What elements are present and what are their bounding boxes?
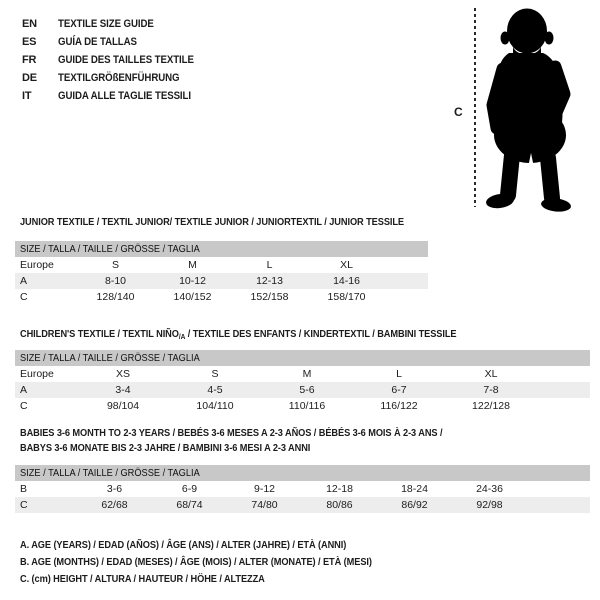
table-cell: 122/128 xyxy=(472,400,510,412)
table-cell: 62/68 xyxy=(101,499,128,511)
legend: A. AGE (YEARS) / EDAD (AÑOS) / ÂGE (ANS)… xyxy=(20,537,420,588)
language-row-es: ES GUÍA DE TALLAS xyxy=(22,33,212,51)
size-bar: SIZE / TALLA / TAILLE / GRÖSSE / TAGLIA xyxy=(15,350,590,366)
table-row-europe: Europe S M L XL xyxy=(15,257,428,273)
row-label: A xyxy=(20,384,28,396)
section-heading-line: JUNIOR TEXTILE / TEXTIL JUNIOR/ TEXTILE … xyxy=(20,216,405,228)
table-row-c: C 128/140 140/152 152/158 158/170 xyxy=(15,289,428,305)
table-cell: L xyxy=(266,259,273,271)
table-cell: 128/140 xyxy=(96,291,135,303)
table-cell: M xyxy=(302,368,312,380)
table-cell: L xyxy=(396,368,402,380)
table-cell: 10-12 xyxy=(179,275,206,287)
table-cell: 12-18 xyxy=(326,483,353,495)
section-heading-line: CHILDREN'S TEXTILE / TEXTIL NIÑO/A / TEX… xyxy=(20,327,457,342)
table-row-b: B 3-6 6-9 9-12 12-18 18-24 24-36 xyxy=(15,481,590,497)
table-row-europe: Europe XS S M L XL xyxy=(15,366,590,382)
size-bar: SIZE / TALLA / TAILLE / GRÖSSE / TAGLIA xyxy=(15,465,590,481)
language-title: TEXTILGRÖßENFÜHRUNG xyxy=(58,72,180,84)
table-cell: 80/86 xyxy=(326,499,353,511)
table-cell: 24-36 xyxy=(476,483,503,495)
language-code: EN xyxy=(22,18,37,30)
table-cell: 6-7 xyxy=(391,384,407,396)
row-label: Europe xyxy=(20,259,54,271)
row-label: Europe xyxy=(20,368,54,380)
table-cell: XL xyxy=(484,368,498,380)
heading-text: / TEXTILE DES ENFANTS / KINDERTEXTIL / B… xyxy=(185,328,457,340)
legend-line-a: A. AGE (YEARS) / EDAD (AÑOS) / ÂGE (ANS)… xyxy=(20,539,347,551)
language-title: GUIDA ALLE TAGLIE TESSILI xyxy=(58,90,191,102)
table-cell: 110/116 xyxy=(288,400,326,412)
heading-text: CHILDREN'S TEXTILE / TEXTIL NIÑO xyxy=(20,328,179,340)
table-cell: 152/158 xyxy=(250,291,289,303)
legend-line-b: B. AGE (MONTHS) / EDAD (MESES) / ÂGE (MO… xyxy=(20,556,372,568)
table-cell: 3-6 xyxy=(106,483,123,495)
baby-silhouette-icon xyxy=(486,8,571,212)
language-title: GUIDE DES TAILLES TEXTILE xyxy=(58,54,194,66)
language-code: ES xyxy=(22,36,37,48)
table-cell: 68/74 xyxy=(176,499,203,511)
table-cell: 3-4 xyxy=(115,384,131,396)
section-heading: JUNIOR TEXTILE / TEXTIL JUNIOR/ TEXTILE … xyxy=(20,215,404,230)
row-label: C xyxy=(20,291,28,303)
table-cell: 92/98 xyxy=(476,499,503,511)
size-bar-label: SIZE / TALLA / TAILLE / GRÖSSE / TAGLIA xyxy=(20,467,200,479)
legend-line-c: C. (cm) HEIGHT / ALTURA / HAUTEUR / HÖHE… xyxy=(20,573,265,585)
language-list: EN TEXTILE SIZE GUIDE ES GUÍA DE TALLAS … xyxy=(22,15,212,105)
language-row-en: EN TEXTILE SIZE GUIDE xyxy=(22,15,212,33)
table-cell: 116/122 xyxy=(380,400,418,412)
table-cell: S xyxy=(111,259,119,271)
table-cell: XL xyxy=(340,259,353,271)
table-row-c: C 98/104 104/110 110/116 116/122 122/128 xyxy=(15,398,590,414)
table-cell: 7-8 xyxy=(483,384,499,396)
section-heading-line: BABIES 3-6 MONTH TO 2-3 YEARS / BEBÉS 3-… xyxy=(20,427,443,439)
language-row-fr: FR GUIDE DES TAILLES TEXTILE xyxy=(22,51,212,69)
table-cell: 74/80 xyxy=(251,499,278,511)
table-cell: 12-13 xyxy=(256,275,283,287)
table-cell: 14-16 xyxy=(333,275,360,287)
table-cell: XS xyxy=(115,368,130,380)
table-cell: 5-6 xyxy=(299,384,315,396)
height-measure-line xyxy=(474,8,476,207)
section-heading: CHILDREN'S TEXTILE / TEXTIL NIÑO/A / TEX… xyxy=(20,327,457,342)
table-cell: 8-10 xyxy=(104,275,126,287)
heading-subscript: /A xyxy=(178,332,186,341)
table-cell: 6-9 xyxy=(181,483,198,495)
table-cell: 140/152 xyxy=(173,291,212,303)
size-table-babies: SIZE / TALLA / TAILLE / GRÖSSE / TAGLIA B… xyxy=(15,465,590,513)
language-row-it: IT GUIDA ALLE TAGLIE TESSILI xyxy=(22,87,212,105)
table-row-a: A 3-4 4-5 5-6 6-7 7-8 xyxy=(15,382,590,398)
table-cell: 4-5 xyxy=(207,384,223,396)
size-table-children: SIZE / TALLA / TAILLE / GRÖSSE / TAGLIA E… xyxy=(15,350,590,414)
row-label: C xyxy=(20,400,28,412)
language-code: DE xyxy=(22,72,37,84)
table-cell: M xyxy=(188,259,197,271)
language-title: TEXTILE SIZE GUIDE xyxy=(58,18,154,30)
table-row-c: C 62/68 68/74 74/80 80/86 86/92 92/98 xyxy=(15,497,590,513)
baby-figure: C xyxy=(440,0,600,215)
row-label: C xyxy=(20,499,28,511)
size-bar-label: SIZE / TALLA / TAILLE / GRÖSSE / TAGLIA xyxy=(20,243,200,255)
table-row-a: A 8-10 10-12 12-13 14-16 xyxy=(15,273,428,289)
table-cell: 104/110 xyxy=(196,400,234,412)
row-label: A xyxy=(20,275,28,287)
table-cell: S xyxy=(211,368,219,380)
table-cell: 98/104 xyxy=(106,400,140,412)
table-cell: 86/92 xyxy=(401,499,428,511)
table-cell: 158/170 xyxy=(327,291,366,303)
language-title: GUÍA DE TALLAS xyxy=(58,36,137,48)
height-label: C xyxy=(454,105,463,119)
language-code: FR xyxy=(22,54,37,66)
language-row-de: DE TEXTILGRÖßENFÜHRUNG xyxy=(22,69,212,87)
language-code: IT xyxy=(22,90,32,102)
size-bar: SIZE / TALLA / TAILLE / GRÖSSE / TAGLIA xyxy=(15,241,428,257)
row-label: B xyxy=(20,483,28,495)
table-cell: 9-12 xyxy=(253,483,275,495)
table-cell: 18-24 xyxy=(401,483,428,495)
size-bar-label: SIZE / TALLA / TAILLE / GRÖSSE / TAGLIA xyxy=(20,352,200,364)
section-heading: BABIES 3-6 MONTH TO 2-3 YEARS / BEBÉS 3-… xyxy=(20,426,443,456)
size-table-junior: SIZE / TALLA / TAILLE / GRÖSSE / TAGLIA E… xyxy=(15,241,428,305)
section-heading-line: BABYS 3-6 MONATE BIS 2-3 JAHRE / BAMBINI… xyxy=(20,442,311,454)
